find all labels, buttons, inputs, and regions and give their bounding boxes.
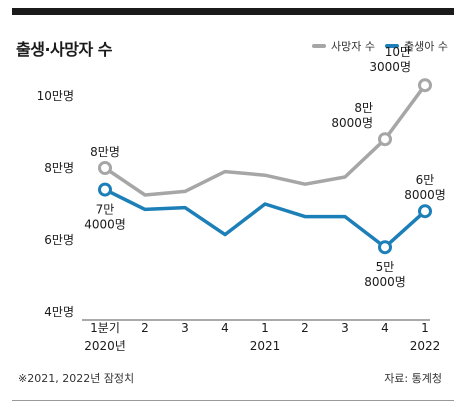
x-tick-label: 1 — [261, 321, 269, 335]
series-line-deaths — [103, 83, 427, 197]
y-tick-label: 8만명 — [44, 161, 74, 175]
series-line-births — [103, 187, 427, 249]
x-year-label: 2022 — [410, 339, 441, 353]
data-label-deaths: 8000명 — [331, 116, 373, 130]
data-label-deaths: 8만명 — [90, 145, 120, 159]
data-point-deaths — [98, 161, 112, 175]
x-year-label: 2021 — [250, 339, 281, 353]
x-tick-label: 1 — [421, 321, 429, 335]
x-tick-label: 3 — [341, 321, 349, 335]
data-label-births: 8000명 — [404, 188, 446, 202]
y-tick-label: 10만명 — [37, 89, 74, 103]
x-tick-label: 2 — [301, 321, 309, 335]
footnote: ※2021, 2022년 잠정치 — [18, 372, 135, 385]
data-label-births: 5만 — [376, 260, 395, 274]
legend-item-deaths: 사망자 수 — [312, 38, 375, 54]
data-label-births: 7만 — [96, 203, 115, 217]
x-tick-label: 4 — [381, 321, 389, 335]
data-point-births — [418, 204, 432, 219]
data-point-births — [98, 182, 112, 197]
x-tick-label: 2 — [141, 321, 149, 335]
y-tick-label: 4만명 — [44, 305, 74, 319]
data-point-deaths — [418, 78, 432, 93]
top-rule — [12, 8, 454, 15]
x-tick-label: 3 — [181, 321, 189, 335]
chart-title: 출생·사망자 수 — [16, 40, 112, 59]
data-label-deaths: 3000명 — [369, 60, 411, 74]
data-point-deaths — [378, 132, 392, 147]
legend-label-deaths: 사망자 수 — [331, 40, 376, 53]
data-label-births: 6만 — [416, 173, 435, 187]
legend-swatch-deaths — [312, 44, 327, 48]
data-label-births: 4000명 — [84, 218, 126, 232]
legend-item-births: 출생아 수 — [385, 38, 448, 54]
y-tick-label: 6만명 — [44, 233, 74, 247]
data-label-births: 8000명 — [364, 275, 406, 289]
legend-swatch-births — [385, 44, 400, 48]
data-label-deaths: 10만 — [385, 45, 411, 59]
x-year-label: 2020년 — [84, 339, 126, 353]
x-tick-label: 1분기 — [90, 321, 120, 335]
data-label-deaths: 8만 — [354, 101, 373, 115]
source-note: 자료: 통계청 — [384, 372, 442, 385]
bottom-rule — [12, 400, 454, 401]
data-point-births — [378, 240, 392, 255]
x-tick-label: 4 — [221, 321, 229, 335]
legend-label-births: 출생아 수 — [404, 40, 448, 53]
legend: 사망자 수 출생아 수 — [312, 38, 448, 54]
